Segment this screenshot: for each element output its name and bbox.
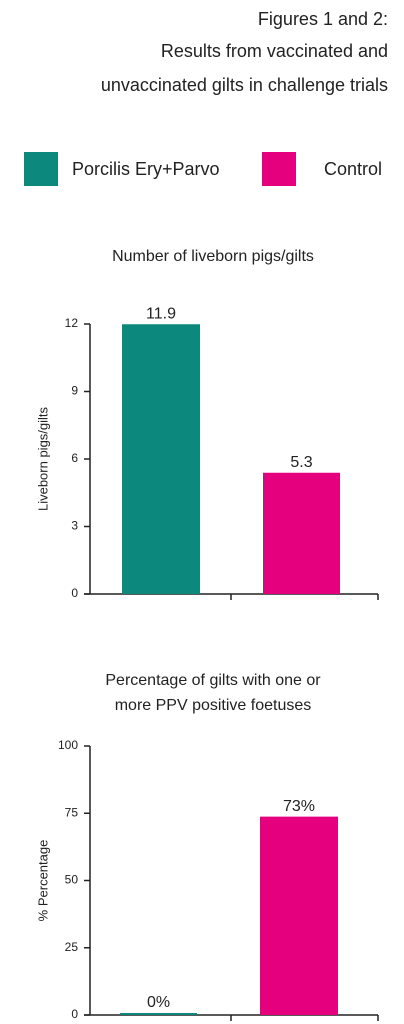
legend-label: Porcilis Ery+Parvo <box>72 159 220 179</box>
y-tick-label: 50 <box>65 873 79 887</box>
y-axis-label: Liveborn pigs/gilts <box>35 406 50 511</box>
bar <box>263 472 340 594</box>
value-label: 11.9 <box>146 305 176 322</box>
y-tick-label: 6 <box>71 451 78 465</box>
value-label: 73% <box>283 798 315 815</box>
value-label: 5.3 <box>290 454 312 471</box>
y-tick-label: 3 <box>71 519 78 533</box>
legend-swatch <box>262 152 296 186</box>
header-line: unvaccinated gilts in challenge trials <box>101 75 388 95</box>
bar <box>122 324 200 594</box>
bar <box>120 1013 197 1015</box>
value-label: 0% <box>147 994 170 1011</box>
y-tick-label: 12 <box>65 316 79 330</box>
y-tick-label: 25 <box>65 940 79 954</box>
y-tick-label: 0 <box>71 586 78 600</box>
y-axis-label: % Percentage <box>35 840 50 922</box>
y-tick-label: 0 <box>71 1007 78 1021</box>
y-tick-label: 9 <box>71 384 78 398</box>
legend-swatch <box>24 152 58 186</box>
legend-label: Control <box>324 159 382 179</box>
chart-title: Number of liveborn pigs/gilts <box>112 248 314 265</box>
bar <box>260 816 338 1015</box>
y-tick-label: 75 <box>65 805 79 819</box>
chart-title: more PPV positive foetuses <box>115 697 312 714</box>
header-line: Results from vaccinated and <box>161 41 388 61</box>
chart-title: Percentage of gilts with one or <box>105 672 321 689</box>
header-line: Figures 1 and 2: <box>258 9 388 29</box>
y-tick-label: 100 <box>58 738 78 752</box>
